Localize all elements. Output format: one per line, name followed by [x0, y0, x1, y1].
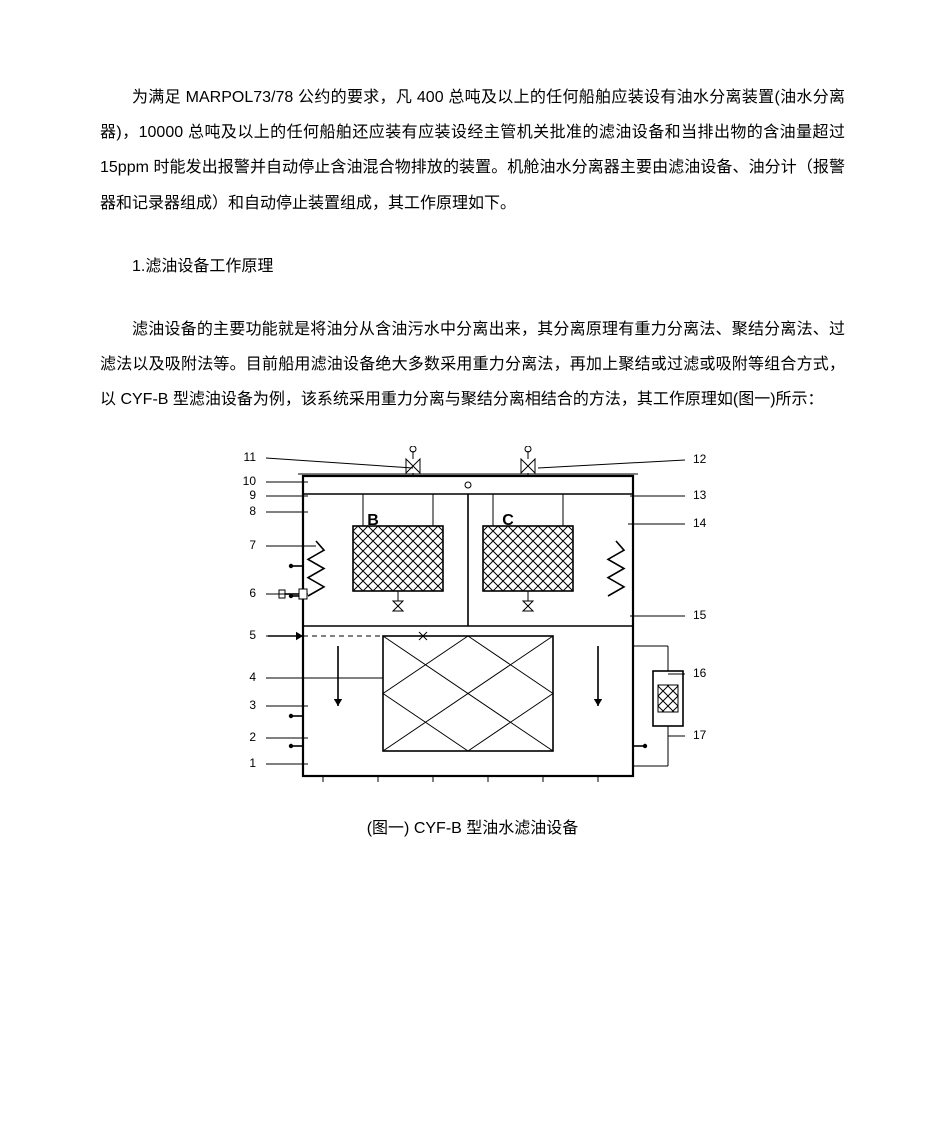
- svg-text:2: 2: [249, 730, 256, 744]
- svg-text:17: 17: [693, 728, 707, 742]
- svg-text:3: 3: [249, 698, 256, 712]
- svg-text:7: 7: [249, 538, 256, 552]
- document-page: 为满足 MARPOL73/78 公约的要求，凡 400 总吨及以上的任何船舶应装…: [0, 0, 945, 936]
- svg-text:10: 10: [242, 474, 256, 488]
- svg-text:15: 15: [693, 608, 707, 622]
- figure-1-caption: (图一) CYF-B 型油水滤油设备: [100, 811, 845, 846]
- svg-text:11: 11: [243, 450, 256, 464]
- svg-text:6: 6: [249, 586, 256, 600]
- section-heading-1: 1.滤油设备工作原理: [100, 249, 845, 284]
- svg-text:1: 1: [249, 756, 256, 770]
- svg-text:16: 16: [693, 666, 707, 680]
- svg-text:5: 5: [249, 628, 256, 642]
- svg-text:8: 8: [249, 504, 256, 518]
- paragraph-intro: 为满足 MARPOL73/78 公约的要求，凡 400 总吨及以上的任何船舶应装…: [100, 80, 845, 221]
- svg-text:12: 12: [693, 452, 707, 466]
- figure-1-diagram: BC1110987654321121314151617: [238, 446, 708, 796]
- svg-text:14: 14: [693, 516, 707, 530]
- svg-text:4: 4: [249, 670, 256, 684]
- svg-text:9: 9: [249, 488, 256, 502]
- paragraph-principle: 滤油设备的主要功能就是将油分从含油污水中分离出来，其分离原理有重力分离法、聚结分…: [100, 312, 845, 418]
- figure-1-container: BC1110987654321121314151617 (图一) CYF-B 型…: [100, 446, 845, 846]
- svg-text:13: 13: [693, 488, 707, 502]
